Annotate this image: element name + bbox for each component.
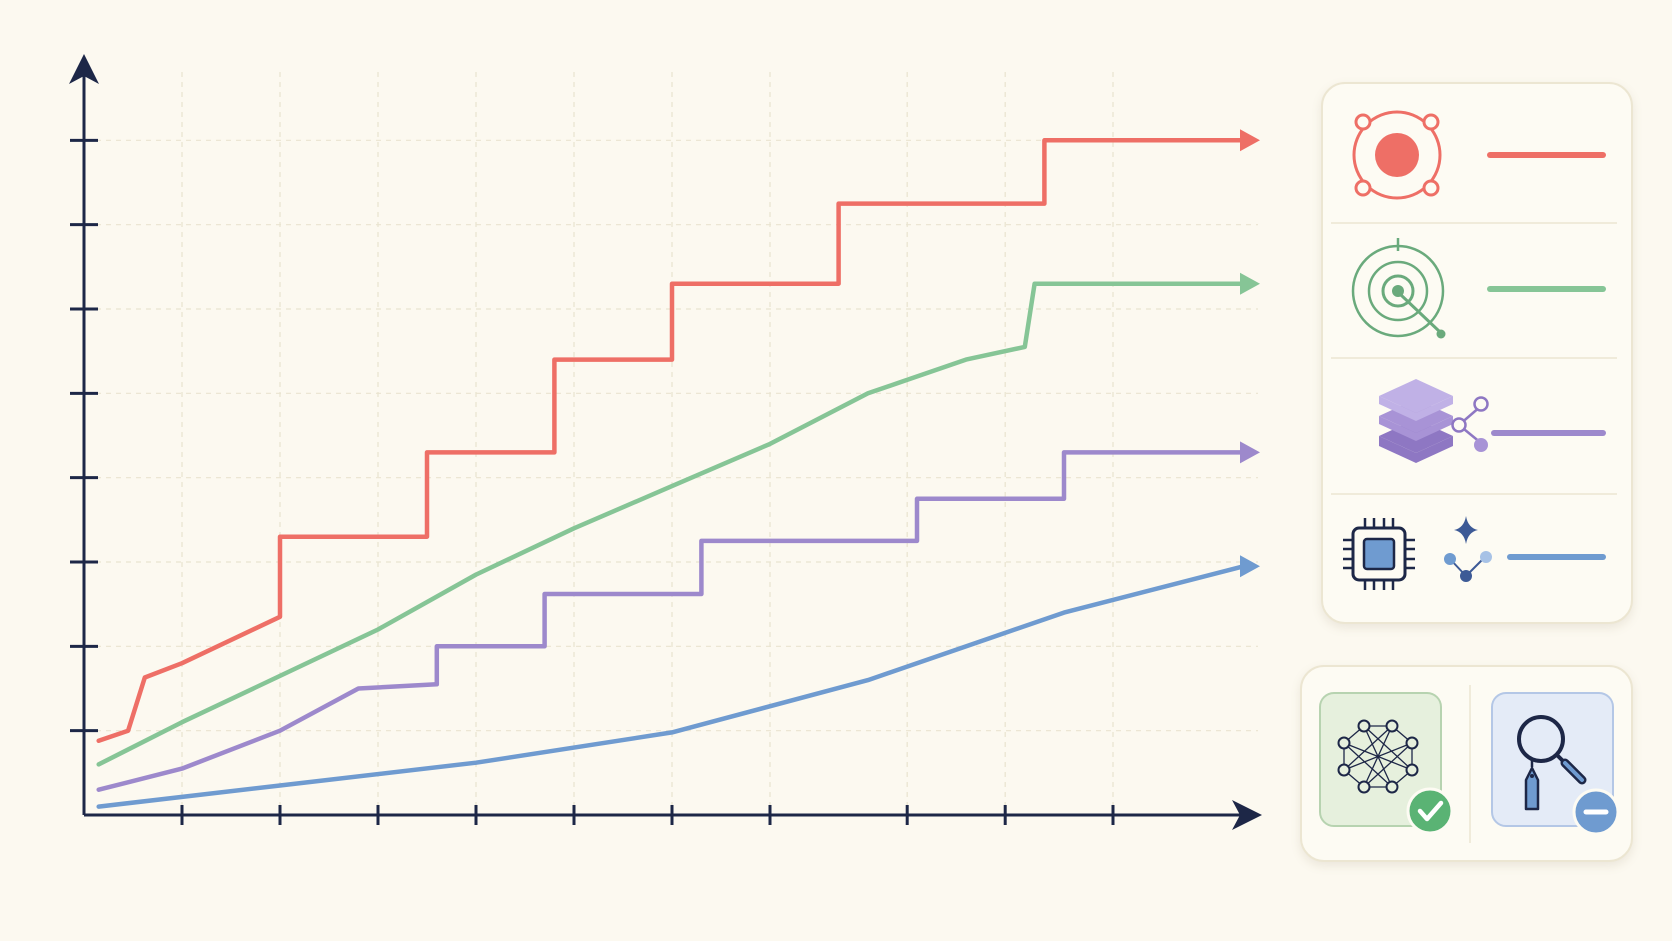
series-arrowhead: [1240, 555, 1260, 578]
y-axis-arrow: [69, 54, 99, 84]
series-1: [96, 129, 1260, 744]
status-graphics: [1319, 685, 1620, 843]
share-nodes-icon: [1451, 396, 1489, 452]
chart-series: [96, 129, 1260, 809]
chip-icon: [1343, 518, 1415, 590]
series-3: [96, 441, 1260, 792]
series-2: [96, 272, 1260, 767]
status-card-success[interactable]: [1319, 692, 1454, 835]
series-4: [96, 555, 1260, 809]
sparkle-nodes-icon: [1444, 516, 1492, 582]
chart-axes: [69, 54, 1262, 830]
series-line: [96, 450, 1247, 792]
chart-grid: [86, 72, 1258, 812]
check-badge-icon: [1406, 787, 1454, 835]
status-card-removed[interactable]: [1491, 692, 1620, 836]
search-tag-icon: [1517, 715, 1587, 811]
minus-badge-icon: [1572, 788, 1620, 836]
status-panel: [1300, 665, 1633, 862]
series-arrowhead: [1240, 272, 1260, 295]
neural-network-icon: [1337, 719, 1419, 794]
series-line: [96, 138, 1247, 744]
legend-panel: [1321, 82, 1633, 624]
series-arrowhead: [1240, 129, 1260, 152]
series-line: [96, 563, 1247, 809]
chart-ticks: [70, 138, 1115, 825]
legend-graphics: [1331, 110, 1617, 590]
x-axis-arrow: [1232, 800, 1262, 830]
series-line: [96, 281, 1247, 767]
target-node-icon: [1352, 110, 1442, 200]
layered-stack-icon: [1379, 379, 1453, 463]
series-arrowhead: [1240, 441, 1260, 464]
radar-target-icon: [1351, 238, 1446, 339]
